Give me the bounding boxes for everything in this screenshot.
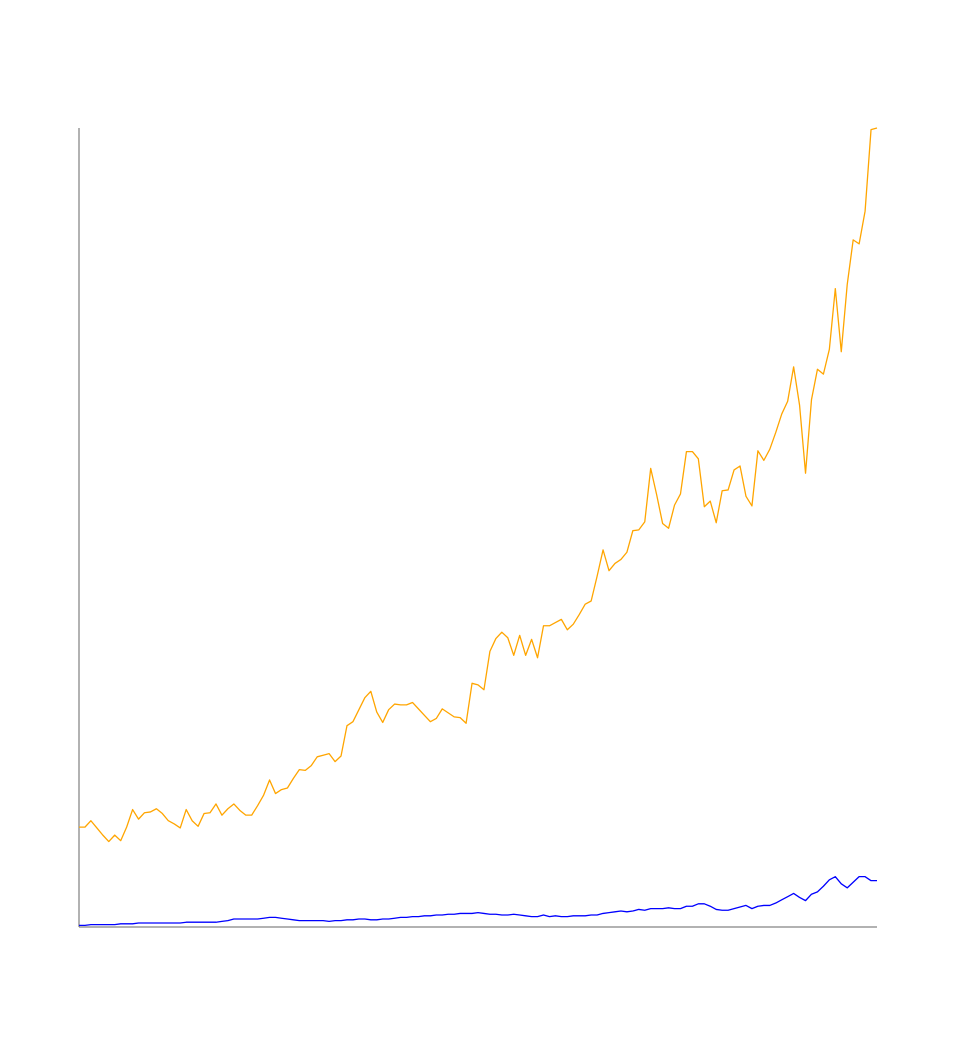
series-line-2 (79, 876, 877, 927)
series-line-1 (79, 127, 878, 843)
series-group (79, 127, 878, 927)
